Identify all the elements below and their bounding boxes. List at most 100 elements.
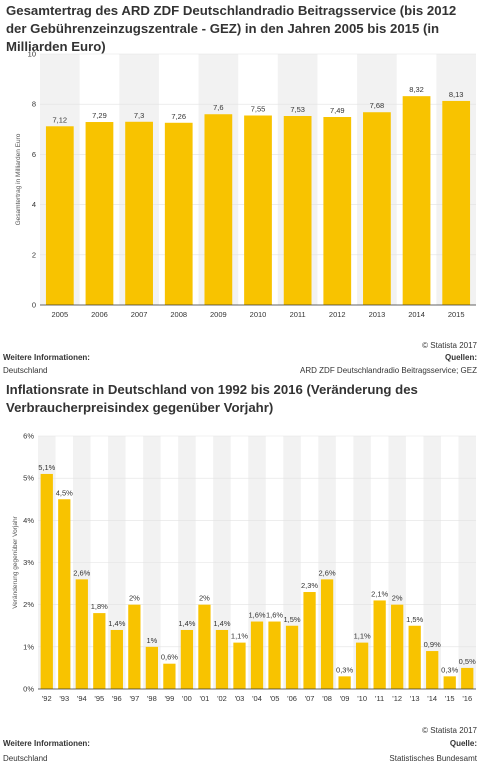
chart2-bar (180, 629, 194, 689)
chart2-x-tick-label: '99 (165, 694, 175, 703)
chart2-bar (303, 592, 316, 689)
chart2-x-tick-label: '96 (112, 694, 122, 703)
chart2-data-label: 1,4% (108, 619, 125, 628)
chart2-data-label: 2% (129, 594, 140, 603)
chart1-y-tick-label: 8 (32, 100, 36, 109)
chart1-bar (363, 112, 391, 306)
chart2-bar (163, 663, 176, 689)
chart1-data-label: 7,68 (370, 101, 385, 110)
chart1-data-label: 7,26 (171, 112, 186, 121)
chart2-x-tick-label: '11 (375, 694, 384, 703)
chart1-bar (45, 126, 74, 306)
chart2-bar (145, 646, 159, 689)
chart1-title: Gesamtertrag des ARD ZDF Deutschlandradi… (6, 3, 457, 54)
chart2-info-value: Deutschland (3, 754, 48, 763)
chart2-x-tick-label: '15 (445, 694, 455, 703)
chart2-y-tick-label: 4% (23, 516, 34, 525)
chart2-bar (75, 579, 88, 689)
chart2-data-label: 1,5% (406, 615, 423, 624)
chart2-bar (285, 625, 299, 689)
chart1-data-label: 8,13 (449, 90, 464, 99)
chart2-title: Inflationsrate in Deutschland von 1992 b… (6, 382, 418, 415)
chart1-x-tick-label: 2012 (329, 310, 346, 319)
chart2-bar (443, 676, 456, 689)
chart1-x-tick-label: 2005 (51, 310, 68, 319)
chart1-y-axis-label: Gesamtertrag in Milliarden Euro (15, 133, 22, 225)
chart2-x-tick-label: '06 (287, 694, 297, 703)
chart2-y-tick-label: 3% (23, 558, 34, 567)
chart2-bar (198, 604, 211, 689)
chart1-info-label: Weitere Informationen: (3, 353, 90, 362)
chart1-data-label: 7,3 (134, 111, 144, 120)
chart1-bar (283, 115, 312, 305)
chart2-x-tick-label: '02 (217, 694, 227, 703)
chart2-x-tick-label: '16 (462, 694, 472, 703)
chart1-y-tick-label: 2 (32, 250, 36, 259)
chart1-bar (204, 114, 233, 306)
chart1-bar (85, 122, 114, 306)
chart2-x-tick-label: '05 (270, 694, 280, 703)
chart2-x-tick-label: '14 (427, 694, 437, 703)
chart1-x-tick-label: 2014 (408, 310, 425, 319)
chart1-data-label: 7,53 (290, 105, 305, 114)
chart2-bar (268, 621, 281, 689)
chart2-data-label: 1,1% (354, 632, 371, 641)
chart2-data-label: 0,3% (336, 665, 353, 674)
chart2-data-label: 0,9% (424, 640, 441, 649)
chart1-bar (402, 96, 431, 305)
chart2-data-label: 1,6% (266, 611, 283, 620)
chart1-y-tick-label: 6 (32, 150, 36, 159)
chart1-copyright: © Statista 2017 (422, 341, 477, 350)
chart2-source-label: Quelle: (449, 739, 477, 748)
chart2-y-tick-label: 6% (23, 432, 34, 441)
chart2-data-label: 4,5% (56, 488, 73, 497)
chart2-x-tick-label: '98 (147, 694, 157, 703)
chart2-x-tick-label: '04 (252, 694, 262, 703)
chart2-bar (93, 613, 106, 689)
chart2-data-label: 2% (392, 594, 403, 603)
chart1-x-tick-label: 2011 (290, 310, 306, 319)
chart2-bar (320, 579, 334, 689)
chart1-y-tick-label: 0 (32, 301, 36, 310)
chart2-data-label: 5,1% (38, 463, 55, 472)
chart1-x-tick-label: 2010 (250, 310, 267, 319)
chart2-data-label: 2,1% (371, 589, 388, 598)
chart2-y-axis-label: Veränderung gegenüber Vorjahr (12, 515, 19, 608)
chart2-bar (233, 642, 246, 689)
chart2-x-tick-label: '03 (235, 694, 245, 703)
chart2-x-tick-label: '10 (357, 694, 367, 703)
chart1-bar (442, 100, 471, 305)
chart2-x-tick-label: '08 (322, 694, 332, 703)
chart1-data-label: 8,32 (409, 85, 424, 94)
chart1-x-tick-label: 2008 (170, 310, 187, 319)
chart2-data-label: 1,1% (231, 632, 248, 641)
chart2-bar (426, 651, 439, 689)
chart1-data-label: 7,55 (251, 104, 266, 113)
chart2-x-tick-label: '94 (77, 694, 87, 703)
chart2-bar (250, 621, 264, 689)
chart2-bar (110, 629, 123, 689)
chart2-x-tick-label: '12 (392, 694, 402, 703)
chart1-info-value: Deutschland (3, 366, 48, 375)
chart2-y-tick-label: 2% (23, 600, 34, 609)
chart2-data-label: 2,3% (301, 581, 318, 590)
chart2-x-tick-label: '95 (94, 694, 104, 703)
chart2-info-label: Weitere Informationen: (3, 739, 90, 748)
chart2-data-label: 0,6% (161, 653, 178, 662)
chart1-x-tick-label: 2015 (448, 310, 465, 319)
chart2-bar (461, 667, 474, 689)
chart1-y-tick-label: 4 (32, 200, 36, 209)
chart1-data-label: 7,12 (53, 115, 68, 124)
chart2-x-tick-label: '07 (305, 694, 315, 703)
chart2-y-tick-label: 1% (23, 642, 34, 651)
chart2-data-label: 1,6% (248, 611, 265, 620)
chart2-data-label: 1% (146, 636, 157, 645)
chart2-bar (128, 604, 141, 689)
chart1-data-label: 7,6 (213, 103, 223, 112)
chart1-data-label: 7,49 (330, 106, 345, 115)
chart1-x-tick-label: 2007 (131, 310, 148, 319)
chart1-bar (323, 117, 352, 305)
chart2-data-label: 0,3% (441, 665, 458, 674)
chart1-data-label: 7,29 (92, 111, 107, 120)
chart1-y-tick-label: 10 (28, 50, 36, 59)
